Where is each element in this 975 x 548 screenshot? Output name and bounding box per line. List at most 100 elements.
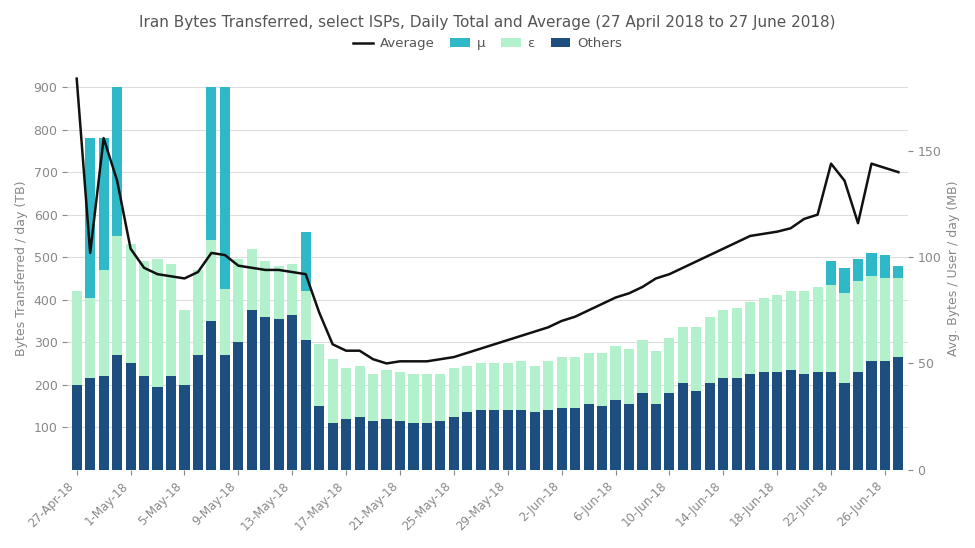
Bar [853,259,863,281]
Bar [152,387,163,470]
Bar [247,310,256,470]
Bar [341,368,351,419]
Bar [98,376,108,470]
Bar [314,344,325,406]
Bar [436,421,446,470]
Bar [759,298,768,372]
Bar [112,87,122,236]
Bar [328,359,337,423]
Bar [691,327,701,391]
Bar [879,278,890,361]
Y-axis label: Bytes Transferred / day (TB): Bytes Transferred / day (TB) [15,180,28,356]
Bar [705,317,715,383]
Bar [260,261,270,317]
Bar [786,291,796,370]
Bar [893,278,904,357]
Bar [570,357,580,408]
Bar [462,366,473,412]
Bar [867,361,877,470]
Bar [126,363,136,470]
Bar [219,87,230,289]
Bar [529,412,540,470]
Bar [719,378,728,470]
Bar [85,298,96,378]
Bar [288,315,297,470]
Bar [867,276,877,361]
Bar [610,346,620,399]
Bar [179,385,189,470]
Bar [368,421,378,470]
Bar [300,340,311,470]
Bar [422,423,432,470]
Bar [543,361,553,410]
Bar [112,236,122,355]
Bar [879,255,890,278]
Bar [638,393,647,470]
Bar [85,378,96,470]
Bar [638,340,647,393]
Bar [112,355,122,470]
Bar [853,372,863,470]
Bar [395,372,405,421]
Bar [300,291,311,340]
Bar [328,423,337,470]
Bar [839,268,849,293]
Bar [166,376,176,470]
Bar [489,363,499,410]
Bar [651,404,661,470]
Bar [812,287,823,372]
Bar [422,374,432,423]
Bar [233,342,244,470]
Bar [193,355,203,470]
Bar [462,412,473,470]
Legend: Average, μ, ε, Others: Average, μ, ε, Others [348,32,627,56]
Bar [691,391,701,470]
Bar [597,406,607,470]
Bar [98,270,108,376]
Bar [207,240,216,321]
Bar [826,261,837,285]
Bar [207,321,216,470]
Bar [570,408,580,470]
Bar [436,374,446,421]
Bar [879,361,890,470]
Bar [772,295,782,372]
Bar [839,293,849,383]
Bar [624,404,634,470]
Bar [207,87,216,240]
Bar [314,406,325,470]
Bar [274,266,284,319]
Bar [395,421,405,470]
Bar [98,138,108,270]
Bar [516,361,526,410]
Bar [800,374,809,470]
Y-axis label: Avg. Bytes / User / day (MB): Avg. Bytes / User / day (MB) [947,180,960,356]
Bar [557,357,566,408]
Bar [139,261,149,376]
Bar [853,281,863,372]
Bar [166,264,176,376]
Bar [300,232,311,291]
Bar [219,289,230,355]
Bar [503,363,513,410]
Bar [368,374,378,421]
Bar [288,264,297,315]
Bar [893,357,904,470]
Bar [355,366,365,416]
Bar [786,370,796,470]
Bar [503,410,513,470]
Bar [597,353,607,406]
Bar [826,285,837,372]
Bar [759,372,768,470]
Bar [516,410,526,470]
Bar [731,308,742,378]
Bar [409,374,418,423]
Bar [219,355,230,470]
Bar [529,366,540,412]
Bar [355,416,365,470]
Bar [610,399,620,470]
Bar [664,393,675,470]
Bar [867,253,877,276]
Bar [893,266,904,278]
Bar [233,259,244,342]
